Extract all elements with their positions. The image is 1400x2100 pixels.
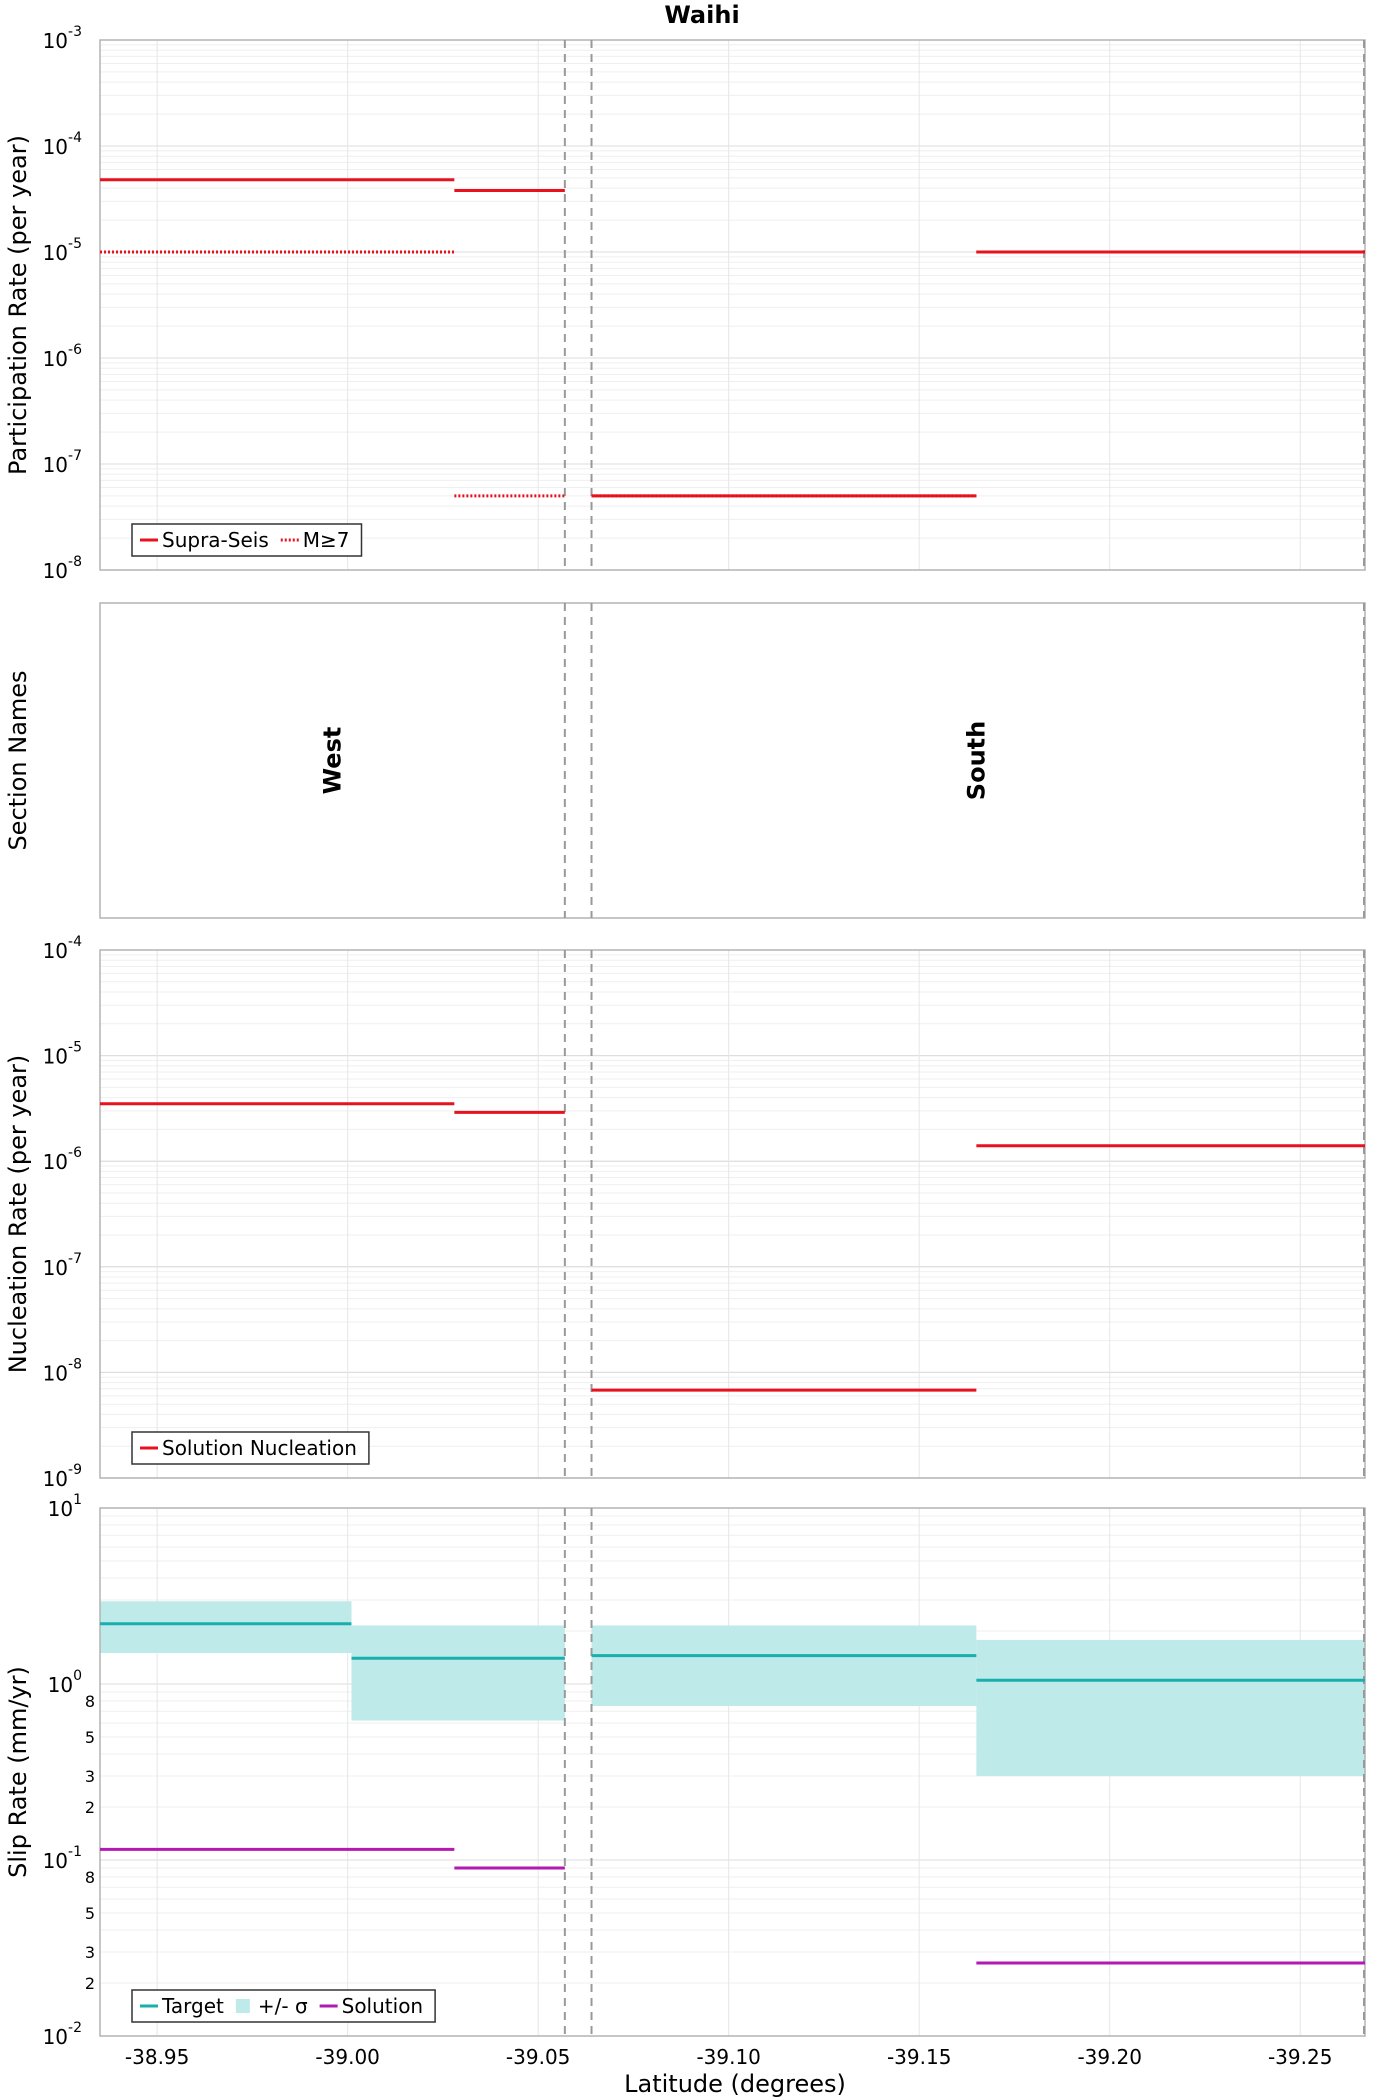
y-tick-exponent: -1 — [68, 1844, 82, 1860]
y-tick-base: 10 — [48, 1497, 73, 1521]
y-tick-label: 10-2 — [43, 2020, 82, 2049]
y-minor-tick-label: 5 — [85, 1904, 95, 1923]
x-tick-labels: -38.95 -39.00 -39.05 -39.10 -39.15 -39.20 -39.… — [125, 2045, 1333, 2069]
y-tick-base: 10 — [43, 1361, 68, 1385]
y-axis-label: Nucleation Rate (per year) — [4, 1055, 32, 1374]
y-tick-exponent: -4 — [68, 934, 82, 950]
y-tick-exponent: -5 — [68, 236, 82, 252]
y-tick-base: 10 — [43, 1150, 68, 1174]
y-minor-tick-label: 2 — [85, 1798, 95, 1817]
y-tick-exponent: 1 — [73, 1492, 82, 1508]
y-tick-base: 10 — [43, 1256, 68, 1280]
y-minor-tick-label: 3 — [85, 1943, 95, 1962]
y-tick-exponent: 0 — [73, 1668, 82, 1684]
x-tick-label: -39.00 — [315, 2045, 379, 2069]
y-tick-exponent: -7 — [68, 1251, 82, 1267]
y-tick-base: 10 — [48, 1673, 73, 1697]
panel-frame — [99, 949, 1366, 1479]
y-minor-tick-label: 8 — [85, 1868, 95, 1887]
legend-label: Target — [161, 1994, 224, 2018]
section-names-panel: Section Names West South — [4, 602, 1366, 919]
y-tick-base: 10 — [43, 1467, 68, 1491]
x-tick-label: -39.15 — [887, 2045, 951, 2069]
y-tick-base: 10 — [43, 453, 68, 477]
y-tick-base: 10 — [43, 135, 68, 159]
y-tick-label: 10-7 — [43, 448, 82, 477]
y-axis-label: Slip Rate (mm/yr) — [4, 1666, 32, 1878]
y-minor-tick-label: 2 — [85, 1974, 95, 1993]
y-tick-exponent: -6 — [68, 1145, 82, 1161]
y-tick-label: 10-1 — [43, 1844, 82, 1873]
y-tick-base: 10 — [43, 939, 68, 963]
sigma-band — [351, 1625, 565, 1721]
y-tick-base: 10 — [43, 347, 68, 371]
y-tick-label: 10-8 — [43, 1356, 82, 1385]
y-tick-exponent: -5 — [68, 1040, 82, 1056]
legend-label: Solution Nucleation — [162, 1436, 357, 1460]
y-tick-exponent: -2 — [68, 2020, 82, 2036]
y-tick-label: 10-6 — [43, 1145, 83, 1174]
legend-label: M≥7 — [303, 528, 350, 552]
y-tick-label: 10-4 — [43, 934, 83, 963]
sigma-band — [100, 1601, 352, 1654]
y-tick-base: 10 — [43, 2025, 68, 2049]
legend-box — [131, 523, 363, 557]
y-tick-label: 101 — [48, 1492, 82, 1521]
sigma-band — [976, 1639, 1365, 1777]
legend-box — [131, 1431, 370, 1465]
chart-title: Waihi — [664, 1, 739, 29]
legend-box — [131, 1989, 436, 2023]
y-minor-tick-label: 3 — [85, 1767, 95, 1786]
y-tick-label: 10-6 — [43, 342, 83, 371]
y-tick-exponent: -8 — [68, 554, 82, 570]
legend-label: +/- σ — [258, 1994, 308, 2018]
y-tick-label: 10-8 — [43, 554, 82, 583]
sigma-band — [591, 1625, 977, 1706]
legend-label: Solution — [342, 1994, 423, 2018]
x-tick-label: -39.10 — [696, 2045, 760, 2069]
y-tick-base: 10 — [43, 559, 68, 583]
y-tick-exponent: -3 — [68, 24, 82, 40]
y-tick-exponent: -6 — [68, 342, 82, 358]
x-tick-label: -39.20 — [1077, 2045, 1141, 2069]
y-tick-base: 10 — [43, 1849, 68, 1873]
legend-swatch-sigma — [235, 1999, 250, 2013]
x-tick-label: -39.05 — [506, 2045, 570, 2069]
y-tick-label: 10-5 — [43, 236, 82, 265]
y-tick-label: 100 — [48, 1668, 82, 1697]
y-minor-tick-label: 5 — [85, 1728, 95, 1747]
y-tick-label: 10-9 — [43, 1462, 82, 1491]
panel-frame — [99, 602, 1366, 919]
x-axis-label: Latitude (degrees) — [624, 2070, 846, 2098]
y-tick-label: 10-5 — [43, 1040, 82, 1069]
y-tick-exponent: -8 — [68, 1356, 82, 1372]
y-tick-exponent: -4 — [68, 130, 82, 146]
y-tick-exponent: -7 — [68, 448, 82, 464]
legend-label: Supra-Seis — [162, 528, 269, 552]
panel-frame — [99, 1507, 1366, 2037]
y-tick-exponent: -9 — [68, 1462, 82, 1478]
x-tick-label: -39.25 — [1268, 2045, 1332, 2069]
y-tick-base: 10 — [43, 241, 68, 265]
y-minor-tick-label: 8 — [85, 1692, 95, 1711]
x-tick-label: -38.95 — [125, 2045, 189, 2069]
y-tick-label: 10-4 — [43, 130, 83, 159]
y-tick-base: 10 — [43, 29, 68, 53]
y-axis-label: Participation Rate (per year) — [4, 135, 32, 475]
section-name-label: West — [318, 727, 346, 795]
panel-frame — [99, 39, 1366, 571]
y-axis-label: Section Names — [4, 670, 32, 850]
y-tick-label: 10-7 — [43, 1251, 82, 1280]
y-tick-base: 10 — [43, 1045, 68, 1069]
section-name-label: South — [962, 721, 990, 800]
y-tick-label: 10-3 — [43, 24, 82, 53]
